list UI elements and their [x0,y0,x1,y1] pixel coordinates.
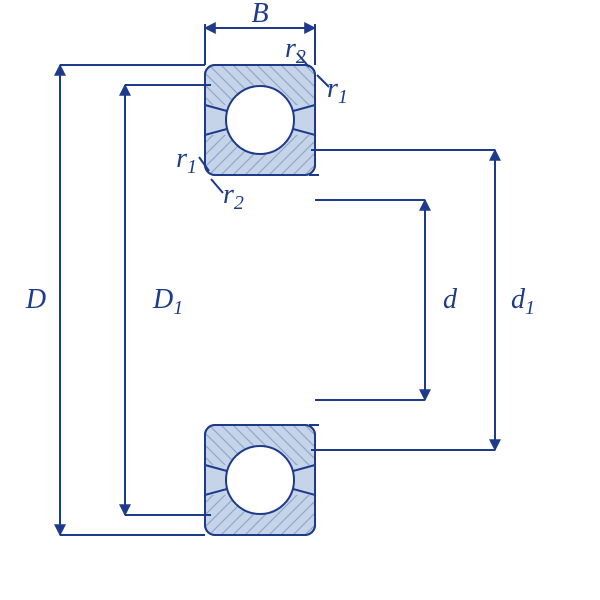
label-d: d [443,284,458,315]
label-D: D [25,284,46,315]
label-r2-bottom: r2 [223,179,244,214]
label-B: B [251,0,268,29]
bearing-cross-section-diagram: B D D1 d d1 r2 r1 r1 r2 [0,0,600,600]
label-r2-top: r2 [285,33,306,68]
label-r1-bottom: r1 [176,143,197,178]
label-d1: d1 [511,284,535,319]
label-r1-top: r1 [327,73,348,108]
label-D1: D1 [152,284,183,319]
